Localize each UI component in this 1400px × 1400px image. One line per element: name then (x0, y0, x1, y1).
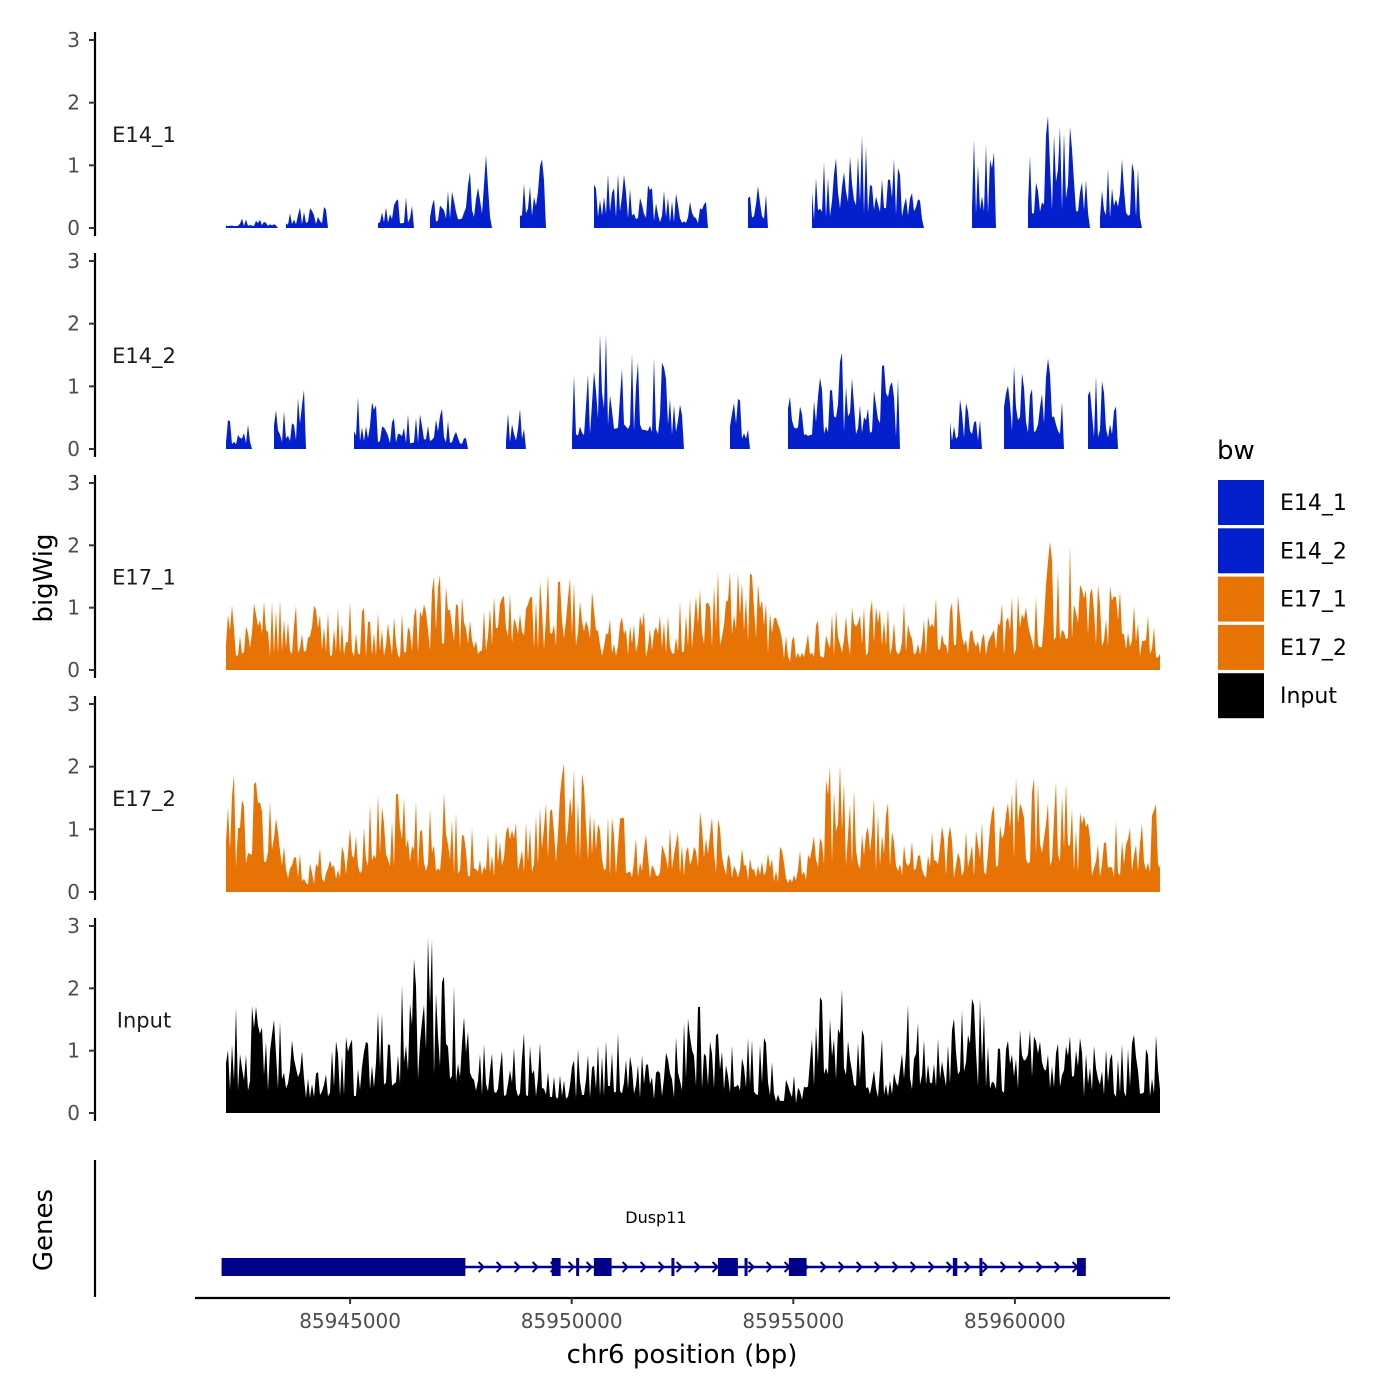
strand-chevron (513, 1261, 522, 1273)
y-tick-label: 1 (67, 1039, 80, 1063)
strand-chevron (1035, 1261, 1044, 1273)
gene-exon (671, 1258, 675, 1276)
x-tick-label: 85950000 (521, 1309, 623, 1333)
y-tick-label: 3 (67, 471, 80, 495)
strand-chevron (891, 1261, 900, 1273)
strand-chevron (531, 1261, 540, 1273)
genes-axis-title: Genes (29, 1189, 59, 1271)
bigwig-tracks: 0 1 2 3 E14_1 0 1 2 3 E14_2 0 1 2 3 E17_1 0 1 2 3 E17_2 0 1 2 3… (67, 28, 1160, 1125)
x-tick-label: 85945000 (299, 1309, 401, 1333)
coverage-area (226, 334, 1118, 449)
y-tick-label: 2 (67, 312, 80, 336)
track-label: E17_1 (112, 566, 176, 591)
strand-chevron (765, 1261, 774, 1273)
y-tick-label: 1 (67, 153, 80, 177)
y-tick-label: 2 (67, 533, 80, 557)
gene-exon (979, 1258, 983, 1276)
y-tick-label: 0 (67, 216, 80, 240)
strand-chevron (963, 1261, 972, 1273)
gene-exon (952, 1258, 958, 1276)
coverage-area (226, 937, 1160, 1113)
legend-swatch (1218, 576, 1264, 622)
strand-chevron (657, 1261, 666, 1273)
y-tick-label: 2 (67, 755, 80, 779)
legend-label: E14_1 (1280, 491, 1347, 516)
strand-chevron (1017, 1261, 1026, 1273)
track-label: E14_2 (112, 344, 176, 369)
strand-chevron (639, 1261, 648, 1273)
legend-swatch (1218, 528, 1264, 574)
y-tick-label: 3 (67, 914, 80, 938)
legend-swatch (1218, 624, 1264, 670)
legend-label: E14_2 (1280, 539, 1347, 564)
strand-chevron (495, 1261, 504, 1273)
y-tick-label: 2 (67, 91, 80, 115)
y-tick-label: 3 (67, 28, 80, 52)
x-tick-label: 85955000 (742, 1309, 844, 1333)
coverage-area (226, 541, 1160, 670)
gene-exon (551, 1258, 561, 1276)
strand-chevron (999, 1261, 1008, 1273)
gene-label: Dusp11 (625, 1208, 686, 1227)
strand-chevron (927, 1261, 936, 1273)
strand-chevron (909, 1261, 918, 1273)
y-tick-label: 0 (67, 1101, 80, 1125)
y-tick-label: 2 (67, 976, 80, 1000)
strand-chevron (621, 1261, 630, 1273)
y-tick-label: 1 (67, 374, 80, 398)
track-e17-2: 0 1 2 3 E17_2 (67, 692, 1160, 904)
x-tick-label: 85960000 (964, 1309, 1066, 1333)
strand-chevron (981, 1261, 990, 1273)
strand-chevron (1053, 1261, 1062, 1273)
strand-chevron (837, 1261, 846, 1273)
track-e14-1: 0 1 2 3 E14_1 (67, 28, 1142, 240)
legend-swatch (1218, 480, 1264, 525)
strand-chevron (873, 1261, 882, 1273)
strand-chevron (711, 1261, 720, 1273)
track-label: E14_1 (112, 123, 176, 148)
gene-exon (717, 1258, 738, 1276)
x-axis-title: chr6 position (bp) (567, 1340, 798, 1370)
strand-chevron (477, 1261, 486, 1273)
y-tick-label: 1 (67, 596, 80, 620)
y-tick-label: 0 (67, 880, 80, 904)
coverage-area (226, 763, 1160, 892)
gene-exon (593, 1258, 612, 1276)
y-tick-label: 0 (67, 658, 80, 682)
gene-exon (221, 1258, 466, 1276)
x-axis: 85945000 85950000 85955000 85960000 (195, 1296, 1170, 1333)
legend-label: E17_2 (1280, 636, 1347, 661)
strand-chevron (945, 1261, 954, 1273)
gene-exon (1076, 1258, 1086, 1276)
strand-chevron (747, 1261, 756, 1273)
y-tick-label: 0 (67, 437, 80, 461)
legend-label: Input (1280, 684, 1337, 709)
gene-dusp11: Dusp11 (221, 1208, 1086, 1276)
gene-exon (576, 1258, 580, 1276)
strand-chevron (585, 1261, 594, 1273)
track-label: E17_2 (112, 787, 176, 812)
track-e14-2: 0 1 2 3 E14_2 (67, 249, 1118, 461)
y-tick-label: 1 (67, 817, 80, 841)
strand-chevron (567, 1261, 576, 1273)
strand-chevron (819, 1261, 828, 1273)
coverage-area (226, 115, 1142, 228)
legend-swatch (1218, 673, 1264, 719)
y-tick-label: 3 (67, 249, 80, 273)
track-label: Input (117, 1009, 171, 1033)
legend-title: bw (1217, 436, 1255, 466)
strand-chevron (693, 1261, 702, 1273)
gene-exon (744, 1258, 748, 1276)
legend-label: E17_1 (1280, 588, 1347, 613)
genes-panel: Dusp11 (93, 1160, 1086, 1297)
strand-chevron (675, 1261, 684, 1273)
gene-exon (788, 1258, 807, 1276)
legend: bw E14_1 E14_2 E17_1 E17_2 Input (1217, 436, 1347, 719)
y-tick-label: 3 (67, 692, 80, 716)
track-input: 0 1 2 3 Input (67, 914, 1160, 1125)
y-axis-title: bigWig (29, 533, 59, 622)
track-e17-1: 0 1 2 3 E17_1 (67, 471, 1160, 682)
strand-chevron (855, 1261, 864, 1273)
